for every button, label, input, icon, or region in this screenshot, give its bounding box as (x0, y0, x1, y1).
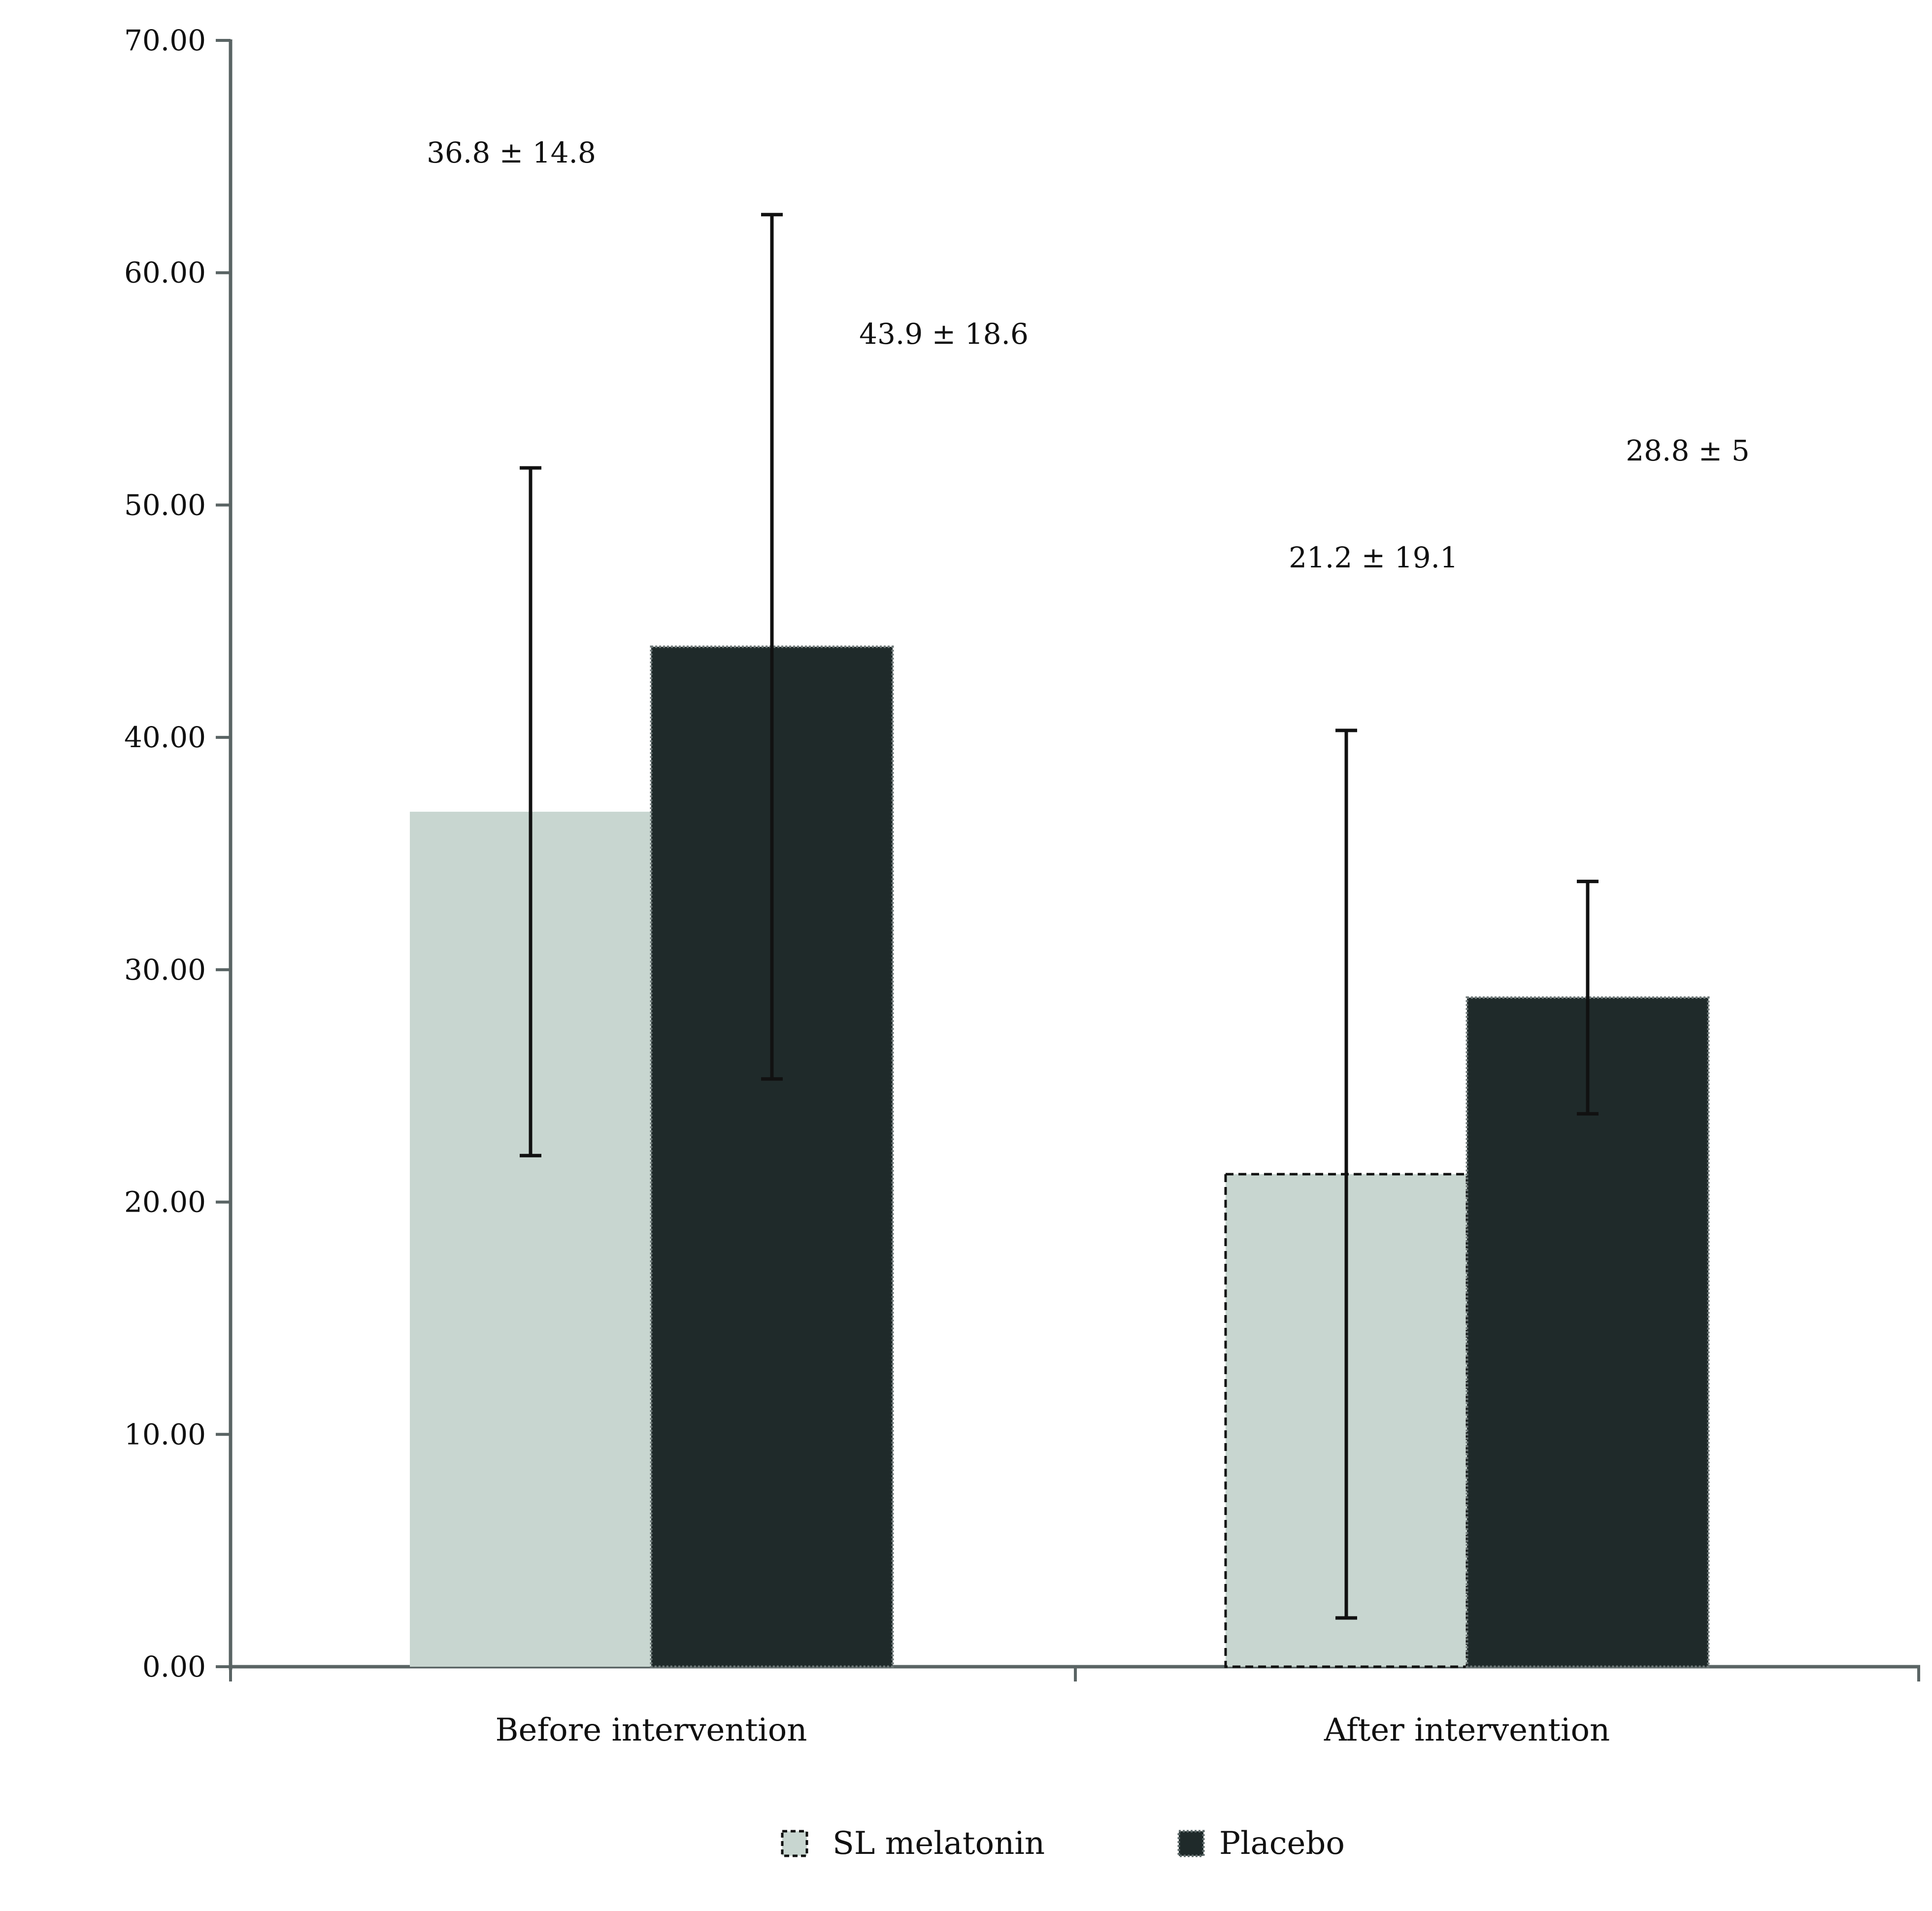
y-tick-label: 10.00 (124, 1417, 206, 1451)
y-tick-label: 30.00 (124, 953, 206, 987)
data-label: 28.8 ± 5 (1626, 434, 1750, 467)
x-tick-label: After intervention (1324, 1712, 1610, 1748)
data-label: 36.8 ± 14.8 (427, 136, 596, 169)
y-tick-label: 40.00 (124, 721, 206, 754)
legend-label: SL melatonin (833, 1825, 1045, 1862)
legend-swatch-sl-melatonin (781, 1830, 808, 1857)
y-tick-label: 50.00 (124, 488, 206, 522)
x-axis: Before intervention After intervention (229, 1665, 1920, 1748)
error-bars (520, 213, 1599, 1620)
x-tick-label: Before intervention (496, 1712, 807, 1748)
y-tick-label: 20.00 (124, 1186, 206, 1219)
bars (410, 645, 1710, 1668)
y-axis: 0.00 10.00 20.00 30.00 40.00 50.00 60.00 70.00 (124, 24, 233, 1683)
legend-label: Placebo (1219, 1825, 1345, 1862)
legend-swatch-placebo (1177, 1830, 1205, 1857)
y-tick-label: 0.00 (142, 1650, 206, 1683)
legend: SL melatonin Placebo (781, 1825, 1345, 1862)
data-label: 21.2 ± 19.1 (1289, 541, 1458, 574)
y-tick-label: 60.00 (124, 256, 206, 290)
data-label: 43.9 ± 18.6 (859, 317, 1029, 351)
data-labels: 36.8 ± 14.8 21.2 ± 19.1 43.9 ± 18.6 28.8 ± … (427, 136, 1750, 574)
y-tick-label: 70.00 (124, 24, 206, 57)
